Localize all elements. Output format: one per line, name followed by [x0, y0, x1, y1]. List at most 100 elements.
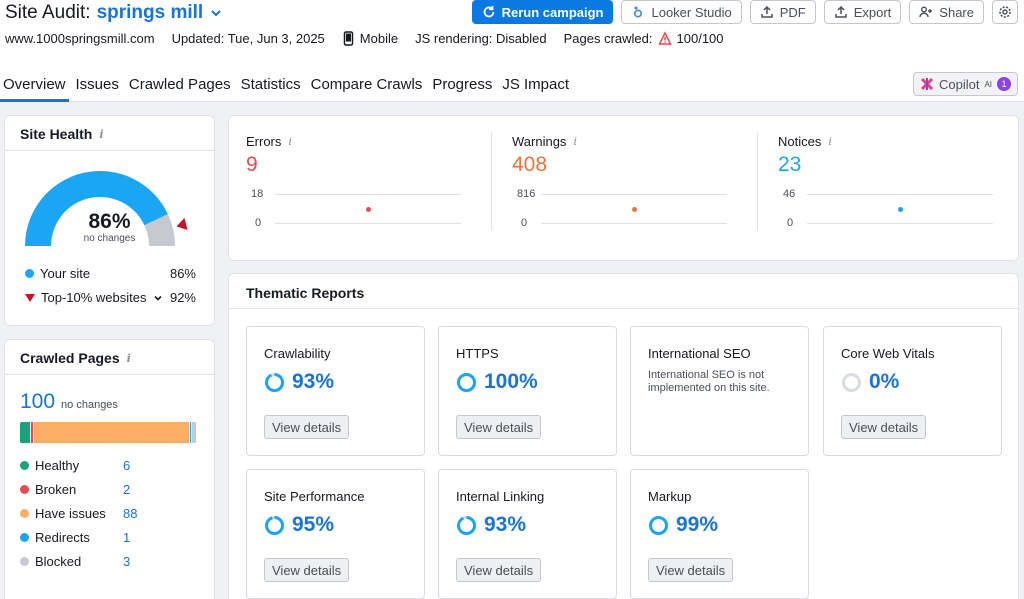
- warnings-count[interactable]: 408: [512, 153, 548, 176]
- header: Site Audit: springs mill Rerun campaign …: [0, 0, 1024, 102]
- legend-dot: [20, 485, 29, 494]
- report-score[interactable]: 100%: [456, 370, 538, 394]
- site-health-title-text: Site Health: [20, 126, 93, 142]
- report-percent: 100%: [484, 370, 538, 393]
- view-details-button[interactable]: View details: [456, 558, 542, 582]
- tab-compare-crawls[interactable]: Compare Crawls: [310, 76, 423, 93]
- view-details-button[interactable]: View details: [264, 415, 350, 439]
- chevron-down-icon[interactable]: [152, 292, 164, 304]
- legend-your-site: Your site: [25, 266, 90, 281]
- y-axis-min: 0: [521, 217, 528, 229]
- legend-dot: [20, 461, 29, 470]
- info-icon[interactable]: i: [99, 127, 104, 141]
- upload-icon: [760, 5, 773, 18]
- notices-count[interactable]: 23: [778, 153, 802, 176]
- errors-count[interactable]: 9: [246, 153, 258, 176]
- legend-count[interactable]: 3: [123, 554, 131, 569]
- info-icon[interactable]: i: [573, 135, 577, 148]
- y-axis-max: 46: [783, 188, 796, 200]
- copilot-button[interactable]: Copilot AI 1: [912, 72, 1018, 96]
- legend-label: Healthy: [35, 458, 80, 473]
- report-score[interactable]: 93%: [264, 370, 334, 394]
- legend-count[interactable]: 2: [123, 482, 131, 497]
- crawled-total-value[interactable]: 100: [20, 390, 56, 413]
- device-info: Mobile: [342, 31, 398, 46]
- errors-trend-point[interactable]: [366, 207, 371, 212]
- y-axis-max: 18: [251, 188, 264, 200]
- copilot-label: Copilot: [938, 76, 980, 92]
- report-percent: 0%: [869, 370, 900, 393]
- divider: [5, 374, 214, 375]
- device-text: Mobile: [359, 31, 399, 46]
- legend-count[interactable]: 1: [123, 530, 131, 545]
- legend-count[interactable]: 88: [123, 506, 138, 521]
- triangle-down-icon: [25, 293, 35, 302]
- report-score[interactable]: 95%: [264, 513, 334, 537]
- looker-studio-icon: [634, 6, 643, 18]
- domain-text: www.1000springsmill.com: [5, 31, 155, 46]
- updated-text: Updated: Tue, Jun 3, 2025: [171, 31, 325, 46]
- issues-summary-card: Errors i 9 18 0 Warnings i 408 816 0 Notices i 23 46 0: [228, 115, 1019, 261]
- notices-trend-point[interactable]: [898, 207, 903, 212]
- legend-have-issues: Have issues: [20, 506, 106, 521]
- notices-label-text: Notices: [778, 134, 822, 149]
- legend-broken: Broken: [20, 482, 76, 497]
- y-axis-min: 0: [255, 217, 262, 229]
- info-icon[interactable]: i: [126, 351, 131, 365]
- tab-progress[interactable]: Progress: [432, 76, 493, 93]
- share-button[interactable]: Share: [909, 0, 984, 24]
- gridline: [807, 223, 993, 224]
- report-card-international-seo: International SEO International SEO is no…: [630, 326, 809, 456]
- info-icon[interactable]: i: [828, 135, 832, 148]
- report-name: Core Web Vitals: [841, 346, 935, 361]
- report-card-core-web-vitals: Core Web Vitals 0% View details: [823, 326, 1002, 456]
- pdf-label: PDF: [779, 4, 806, 20]
- bar-segment-broken[interactable]: [30, 422, 35, 443]
- bar-segment-blocked[interactable]: [191, 422, 197, 443]
- bar-segment-redirects[interactable]: [189, 422, 192, 443]
- tab-issues[interactable]: Issues: [75, 76, 119, 93]
- gear-icon: [999, 6, 1011, 18]
- legend-top-10[interactable]: Top-10% websites: [25, 290, 164, 305]
- tab-statistics[interactable]: Statistics: [240, 76, 301, 93]
- info-icon[interactable]: i: [288, 135, 292, 148]
- tab-overview[interactable]: Overview: [0, 76, 69, 102]
- warning-icon: [657, 31, 672, 45]
- bar-segment-healthy[interactable]: [20, 422, 31, 443]
- tab-crawled-pages[interactable]: Crawled Pages: [128, 76, 231, 93]
- settings-button[interactable]: [992, 0, 1018, 24]
- view-details-button[interactable]: View details: [648, 558, 734, 582]
- pages-crawled-value: 100/100: [676, 31, 724, 46]
- report-score[interactable]: 0%: [841, 370, 899, 394]
- export-button[interactable]: Export: [823, 0, 902, 24]
- view-details-button[interactable]: View details: [456, 415, 542, 439]
- site-health-gauge: [25, 171, 188, 246]
- report-score[interactable]: 99%: [648, 513, 718, 537]
- copilot-ai-sup: AI: [984, 79, 992, 89]
- upload-icon: [834, 5, 847, 18]
- warnings-trend-point[interactable]: [632, 207, 637, 212]
- report-percent: 99%: [676, 513, 719, 536]
- view-details-button[interactable]: View details: [841, 415, 927, 439]
- divider: [229, 308, 1018, 309]
- report-name: HTTPS: [456, 346, 499, 361]
- report-score[interactable]: 93%: [456, 513, 526, 537]
- refresh-icon: [483, 6, 495, 18]
- rerun-campaign-button[interactable]: Rerun campaign: [471, 0, 614, 24]
- report-card-https: HTTPS 100% View details: [438, 326, 617, 456]
- report-card-markup: Markup 99% View details: [630, 469, 809, 599]
- looker-studio-button[interactable]: Looker Studio: [621, 0, 742, 24]
- project-selector[interactable]: springs mill: [96, 2, 204, 23]
- legend-dot: [20, 509, 29, 518]
- tab-js-impact[interactable]: JS Impact: [502, 76, 570, 93]
- warnings-label-text: Warnings: [512, 134, 567, 149]
- chevron-down-icon[interactable]: [209, 6, 223, 20]
- errors-label-text: Errors: [246, 134, 282, 149]
- header-actions: Rerun campaign Looker Studio PDF Export …: [471, 0, 1018, 24]
- view-details-button[interactable]: View details: [264, 558, 350, 582]
- crawled-pages-card: Crawled Pages i 100 no changes Healthy 6 B…: [4, 339, 215, 599]
- export-label: Export: [853, 4, 892, 20]
- bar-segment-have-issues[interactable]: [34, 422, 190, 443]
- pdf-button[interactable]: PDF: [749, 0, 816, 24]
- legend-count[interactable]: 6: [123, 458, 131, 473]
